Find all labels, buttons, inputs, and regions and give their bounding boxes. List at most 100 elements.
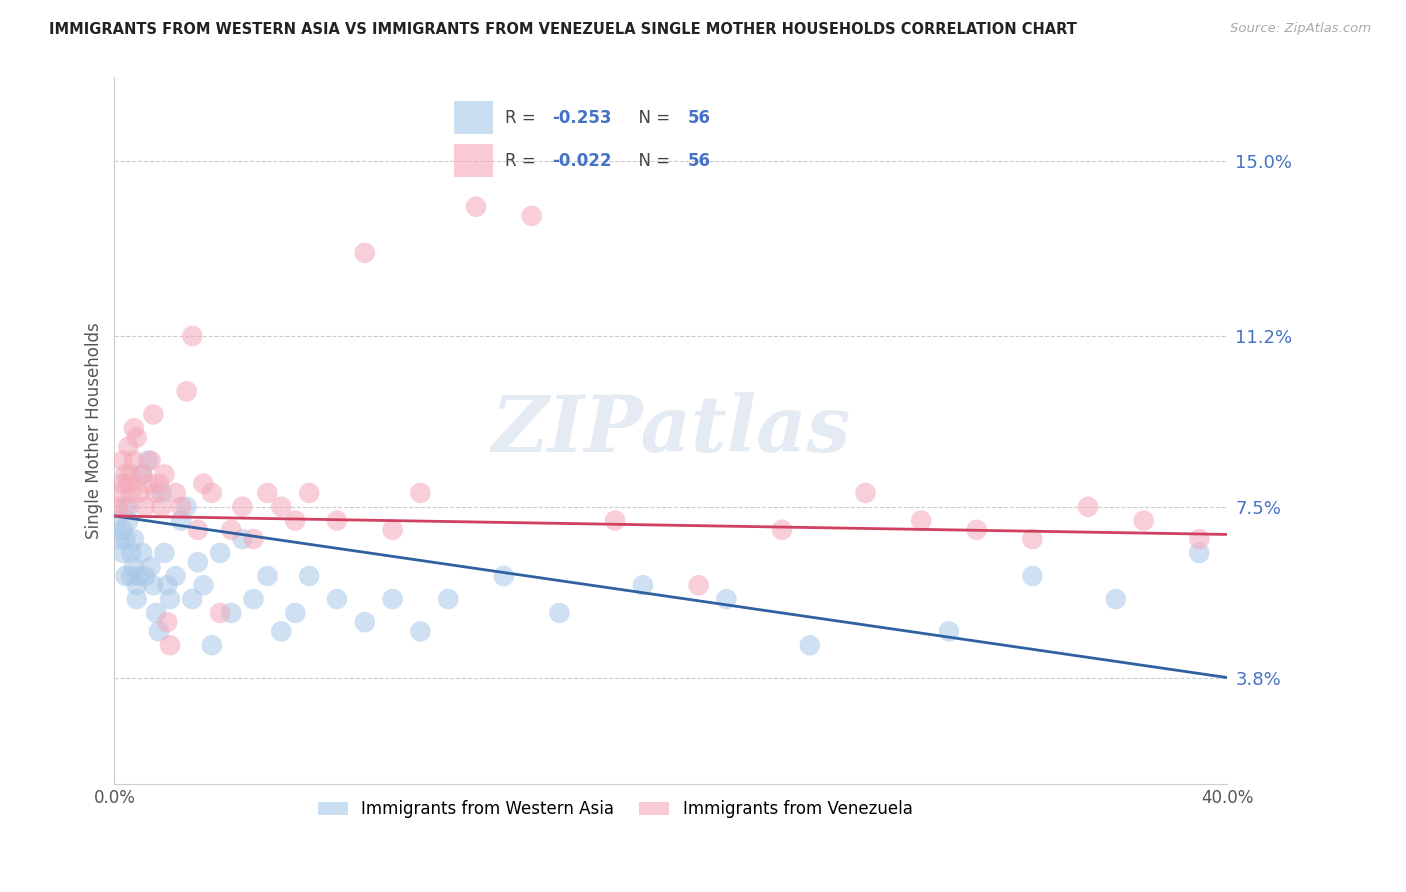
Point <box>270 624 292 639</box>
Point <box>122 421 145 435</box>
Point <box>156 615 179 629</box>
Point <box>111 523 134 537</box>
Point <box>284 606 307 620</box>
Point <box>353 615 375 629</box>
Point <box>122 559 145 574</box>
Point <box>165 486 187 500</box>
Point <box>181 592 204 607</box>
Point <box>128 486 150 500</box>
Point <box>165 569 187 583</box>
Point <box>125 578 148 592</box>
Point <box>139 559 162 574</box>
Point <box>122 453 145 467</box>
Point <box>298 569 321 583</box>
Point <box>381 523 404 537</box>
Point <box>1132 514 1154 528</box>
Point <box>520 209 543 223</box>
Point <box>117 500 139 514</box>
Point <box>256 569 278 583</box>
Point <box>855 486 877 500</box>
Point <box>111 476 134 491</box>
Point <box>108 486 131 500</box>
Point <box>231 500 253 514</box>
Legend: Immigrants from Western Asia, Immigrants from Venezuela: Immigrants from Western Asia, Immigrants… <box>311 794 920 825</box>
Point <box>284 514 307 528</box>
Point <box>142 578 165 592</box>
Point <box>409 486 432 500</box>
Point <box>170 514 193 528</box>
Text: ZIPatlas: ZIPatlas <box>491 392 851 469</box>
Point <box>181 329 204 343</box>
Point <box>409 624 432 639</box>
Point <box>256 486 278 500</box>
Point <box>105 514 128 528</box>
Point <box>159 592 181 607</box>
Point <box>120 467 142 482</box>
Point <box>114 569 136 583</box>
Point <box>201 638 224 652</box>
Point <box>353 245 375 260</box>
Point <box>193 476 215 491</box>
Point <box>492 569 515 583</box>
Point <box>770 523 793 537</box>
Point <box>209 606 232 620</box>
Point <box>120 569 142 583</box>
Y-axis label: Single Mother Households: Single Mother Households <box>86 322 103 539</box>
Point <box>231 532 253 546</box>
Point <box>114 532 136 546</box>
Point <box>131 546 153 560</box>
Point <box>938 624 960 639</box>
Point <box>688 578 710 592</box>
Point <box>193 578 215 592</box>
Point <box>270 500 292 514</box>
Point <box>201 486 224 500</box>
Point <box>219 523 242 537</box>
Point <box>134 569 156 583</box>
Point <box>159 638 181 652</box>
Point <box>1188 532 1211 546</box>
Point <box>111 453 134 467</box>
Point <box>219 606 242 620</box>
Point <box>114 467 136 482</box>
Point <box>150 500 173 514</box>
Point <box>176 384 198 399</box>
Point <box>242 532 264 546</box>
Point <box>548 606 571 620</box>
Point <box>136 476 159 491</box>
Point <box>117 476 139 491</box>
Text: IMMIGRANTS FROM WESTERN ASIA VS IMMIGRANTS FROM VENEZUELA SINGLE MOTHER HOUSEHOL: IMMIGRANTS FROM WESTERN ASIA VS IMMIGRAN… <box>49 22 1077 37</box>
Point <box>111 546 134 560</box>
Point <box>117 440 139 454</box>
Point <box>326 514 349 528</box>
Point <box>381 592 404 607</box>
Point <box>631 578 654 592</box>
Point <box>128 569 150 583</box>
Point <box>148 476 170 491</box>
Point <box>120 486 142 500</box>
Point <box>605 514 627 528</box>
Point <box>136 453 159 467</box>
Point <box>134 500 156 514</box>
Point <box>153 546 176 560</box>
Point <box>131 467 153 482</box>
Point <box>799 638 821 652</box>
Point <box>139 453 162 467</box>
Point <box>125 592 148 607</box>
Point <box>170 500 193 514</box>
Point <box>1188 546 1211 560</box>
Point <box>153 467 176 482</box>
Point <box>298 486 321 500</box>
Point <box>148 624 170 639</box>
Point <box>145 486 167 500</box>
Point <box>910 514 932 528</box>
Point <box>150 486 173 500</box>
Point <box>1077 500 1099 514</box>
Point <box>209 546 232 560</box>
Point <box>122 532 145 546</box>
Point <box>131 467 153 482</box>
Point <box>437 592 460 607</box>
Point <box>142 408 165 422</box>
Point <box>108 532 131 546</box>
Point <box>105 500 128 514</box>
Text: Source: ZipAtlas.com: Source: ZipAtlas.com <box>1230 22 1371 36</box>
